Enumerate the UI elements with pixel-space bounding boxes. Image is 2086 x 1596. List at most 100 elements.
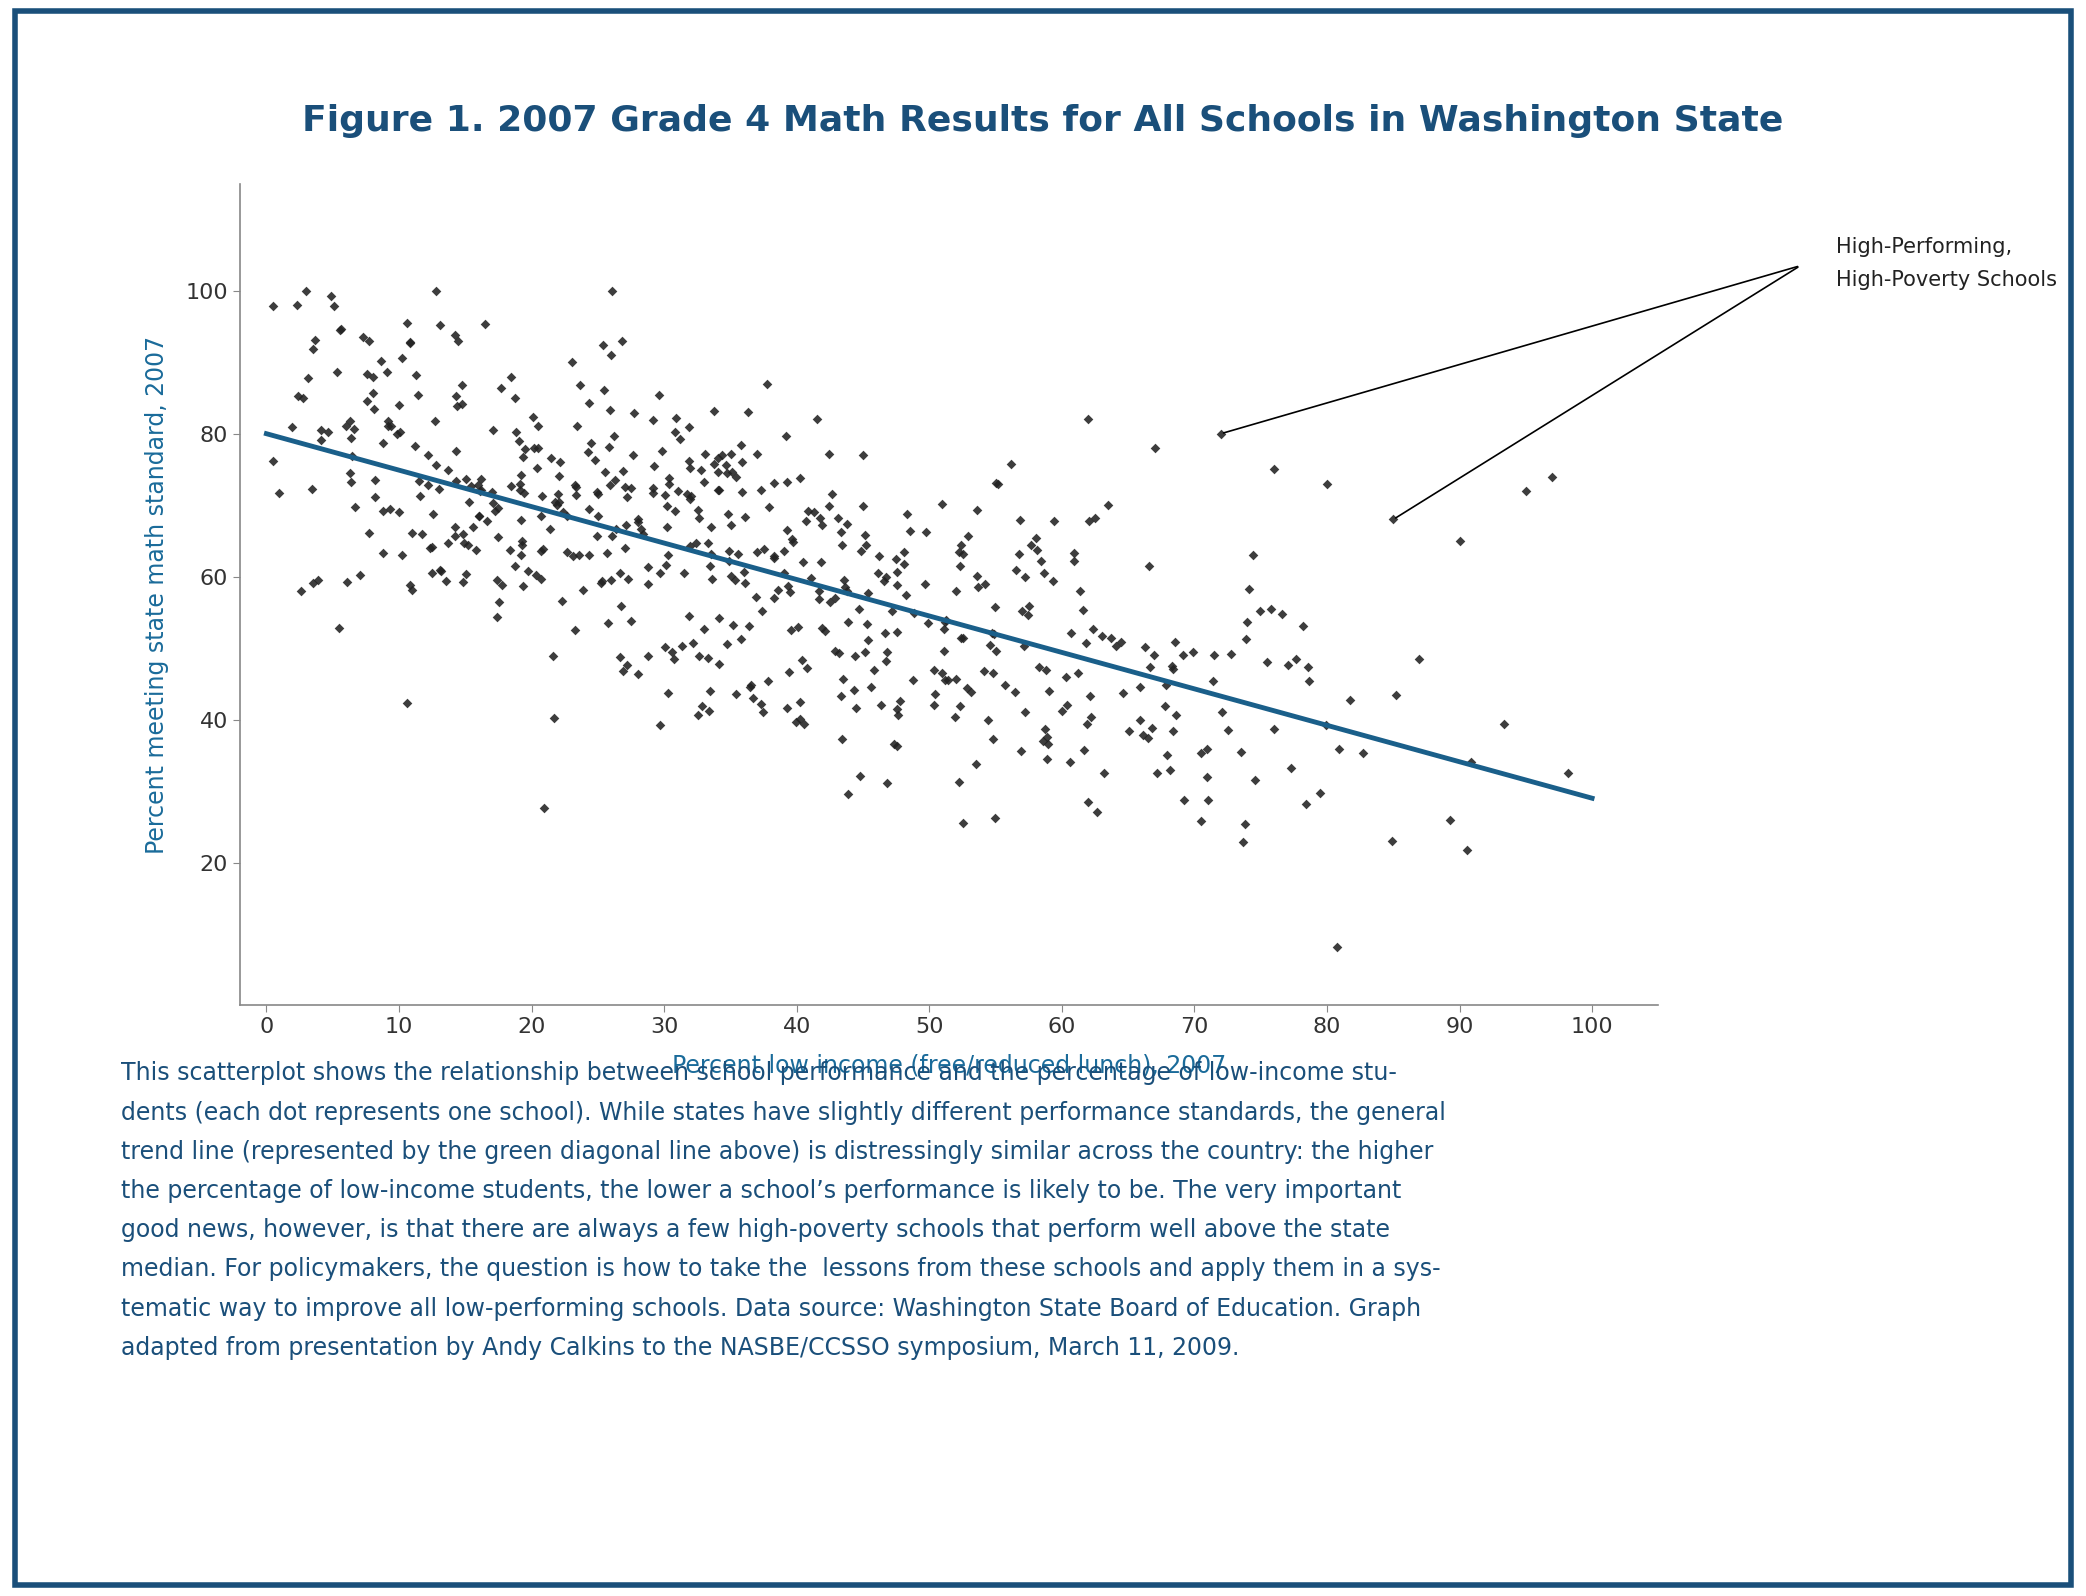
- Point: [1126, 723, 1160, 749]
- Point: [947, 811, 980, 836]
- Point: [586, 377, 620, 402]
- Point: [1081, 800, 1114, 825]
- Point: [469, 311, 503, 337]
- Point: [494, 364, 528, 389]
- Point: [870, 563, 903, 589]
- Point: [1008, 699, 1041, 725]
- Point: [1135, 715, 1168, 741]
- Point: [978, 638, 1012, 664]
- Point: [701, 445, 734, 471]
- Point: [459, 538, 492, 563]
- Point: [1508, 479, 1542, 504]
- Point: [524, 538, 557, 563]
- Point: [595, 278, 628, 303]
- Point: [1258, 456, 1291, 482]
- Point: [928, 638, 962, 664]
- Point: [1433, 808, 1466, 833]
- Point: [663, 426, 697, 452]
- Point: [572, 439, 605, 464]
- Point: [849, 611, 882, 637]
- Point: [695, 514, 728, 539]
- Point: [1068, 737, 1101, 763]
- Point: [607, 535, 640, 560]
- Point: [770, 517, 803, 543]
- Point: [693, 554, 726, 579]
- Point: [605, 594, 638, 619]
- Point: [534, 445, 567, 471]
- Point: [446, 570, 480, 595]
- Point: [1020, 525, 1053, 551]
- Point: [396, 520, 430, 546]
- Point: [1049, 693, 1083, 718]
- Point: [672, 448, 705, 474]
- Point: [1129, 634, 1162, 659]
- Point: [636, 480, 670, 506]
- Point: [342, 562, 375, 587]
- Point: [709, 452, 743, 477]
- Point: [718, 568, 751, 594]
- Point: [753, 495, 786, 520]
- Point: [1206, 699, 1239, 725]
- Point: [651, 680, 684, 705]
- Point: [371, 413, 405, 439]
- Point: [880, 573, 914, 598]
- Point: [584, 568, 617, 594]
- Point: [603, 645, 636, 670]
- Point: [1224, 739, 1258, 764]
- Point: [419, 409, 453, 434]
- Point: [1450, 836, 1483, 862]
- Point: [507, 444, 540, 469]
- Point: [741, 539, 774, 565]
- Point: [448, 562, 482, 587]
- Point: [1106, 680, 1139, 705]
- Point: [1058, 541, 1091, 567]
- Point: [476, 479, 509, 504]
- Point: [930, 608, 964, 634]
- Point: [605, 329, 638, 354]
- Point: [1070, 712, 1103, 737]
- Point: [864, 693, 897, 718]
- Point: [384, 420, 417, 445]
- Point: [774, 527, 807, 552]
- Point: [653, 471, 686, 496]
- Point: [438, 322, 471, 348]
- Point: [770, 423, 803, 448]
- Point: [286, 578, 319, 603]
- Point: [580, 480, 613, 506]
- Point: [559, 618, 592, 643]
- Point: [674, 533, 707, 559]
- Point: [559, 474, 592, 500]
- Point: [1279, 646, 1312, 672]
- Point: [770, 696, 803, 721]
- Point: [590, 611, 624, 637]
- Point: [371, 409, 405, 434]
- Point: [874, 598, 907, 624]
- Point: [1122, 707, 1156, 733]
- Point: [463, 504, 496, 530]
- Point: [417, 501, 451, 527]
- Point: [367, 498, 401, 523]
- Point: [1154, 757, 1187, 782]
- Point: [1254, 597, 1287, 622]
- Point: [607, 658, 640, 683]
- Point: [336, 444, 369, 469]
- Point: [926, 492, 960, 517]
- Point: [1191, 764, 1224, 790]
- Point: [1062, 661, 1095, 686]
- Point: [1003, 508, 1037, 533]
- Point: [609, 651, 642, 677]
- Point: [1160, 702, 1193, 728]
- Point: [257, 294, 290, 319]
- Point: [609, 484, 642, 509]
- Point: [653, 464, 686, 490]
- Point: [1078, 504, 1112, 530]
- Point: [1323, 737, 1356, 763]
- Point: [939, 578, 972, 603]
- Point: [1049, 664, 1083, 689]
- Point: [745, 477, 778, 503]
- Point: [323, 318, 357, 343]
- Point: [528, 536, 561, 562]
- Point: [505, 543, 538, 568]
- Point: [480, 567, 513, 592]
- Point: [868, 621, 901, 646]
